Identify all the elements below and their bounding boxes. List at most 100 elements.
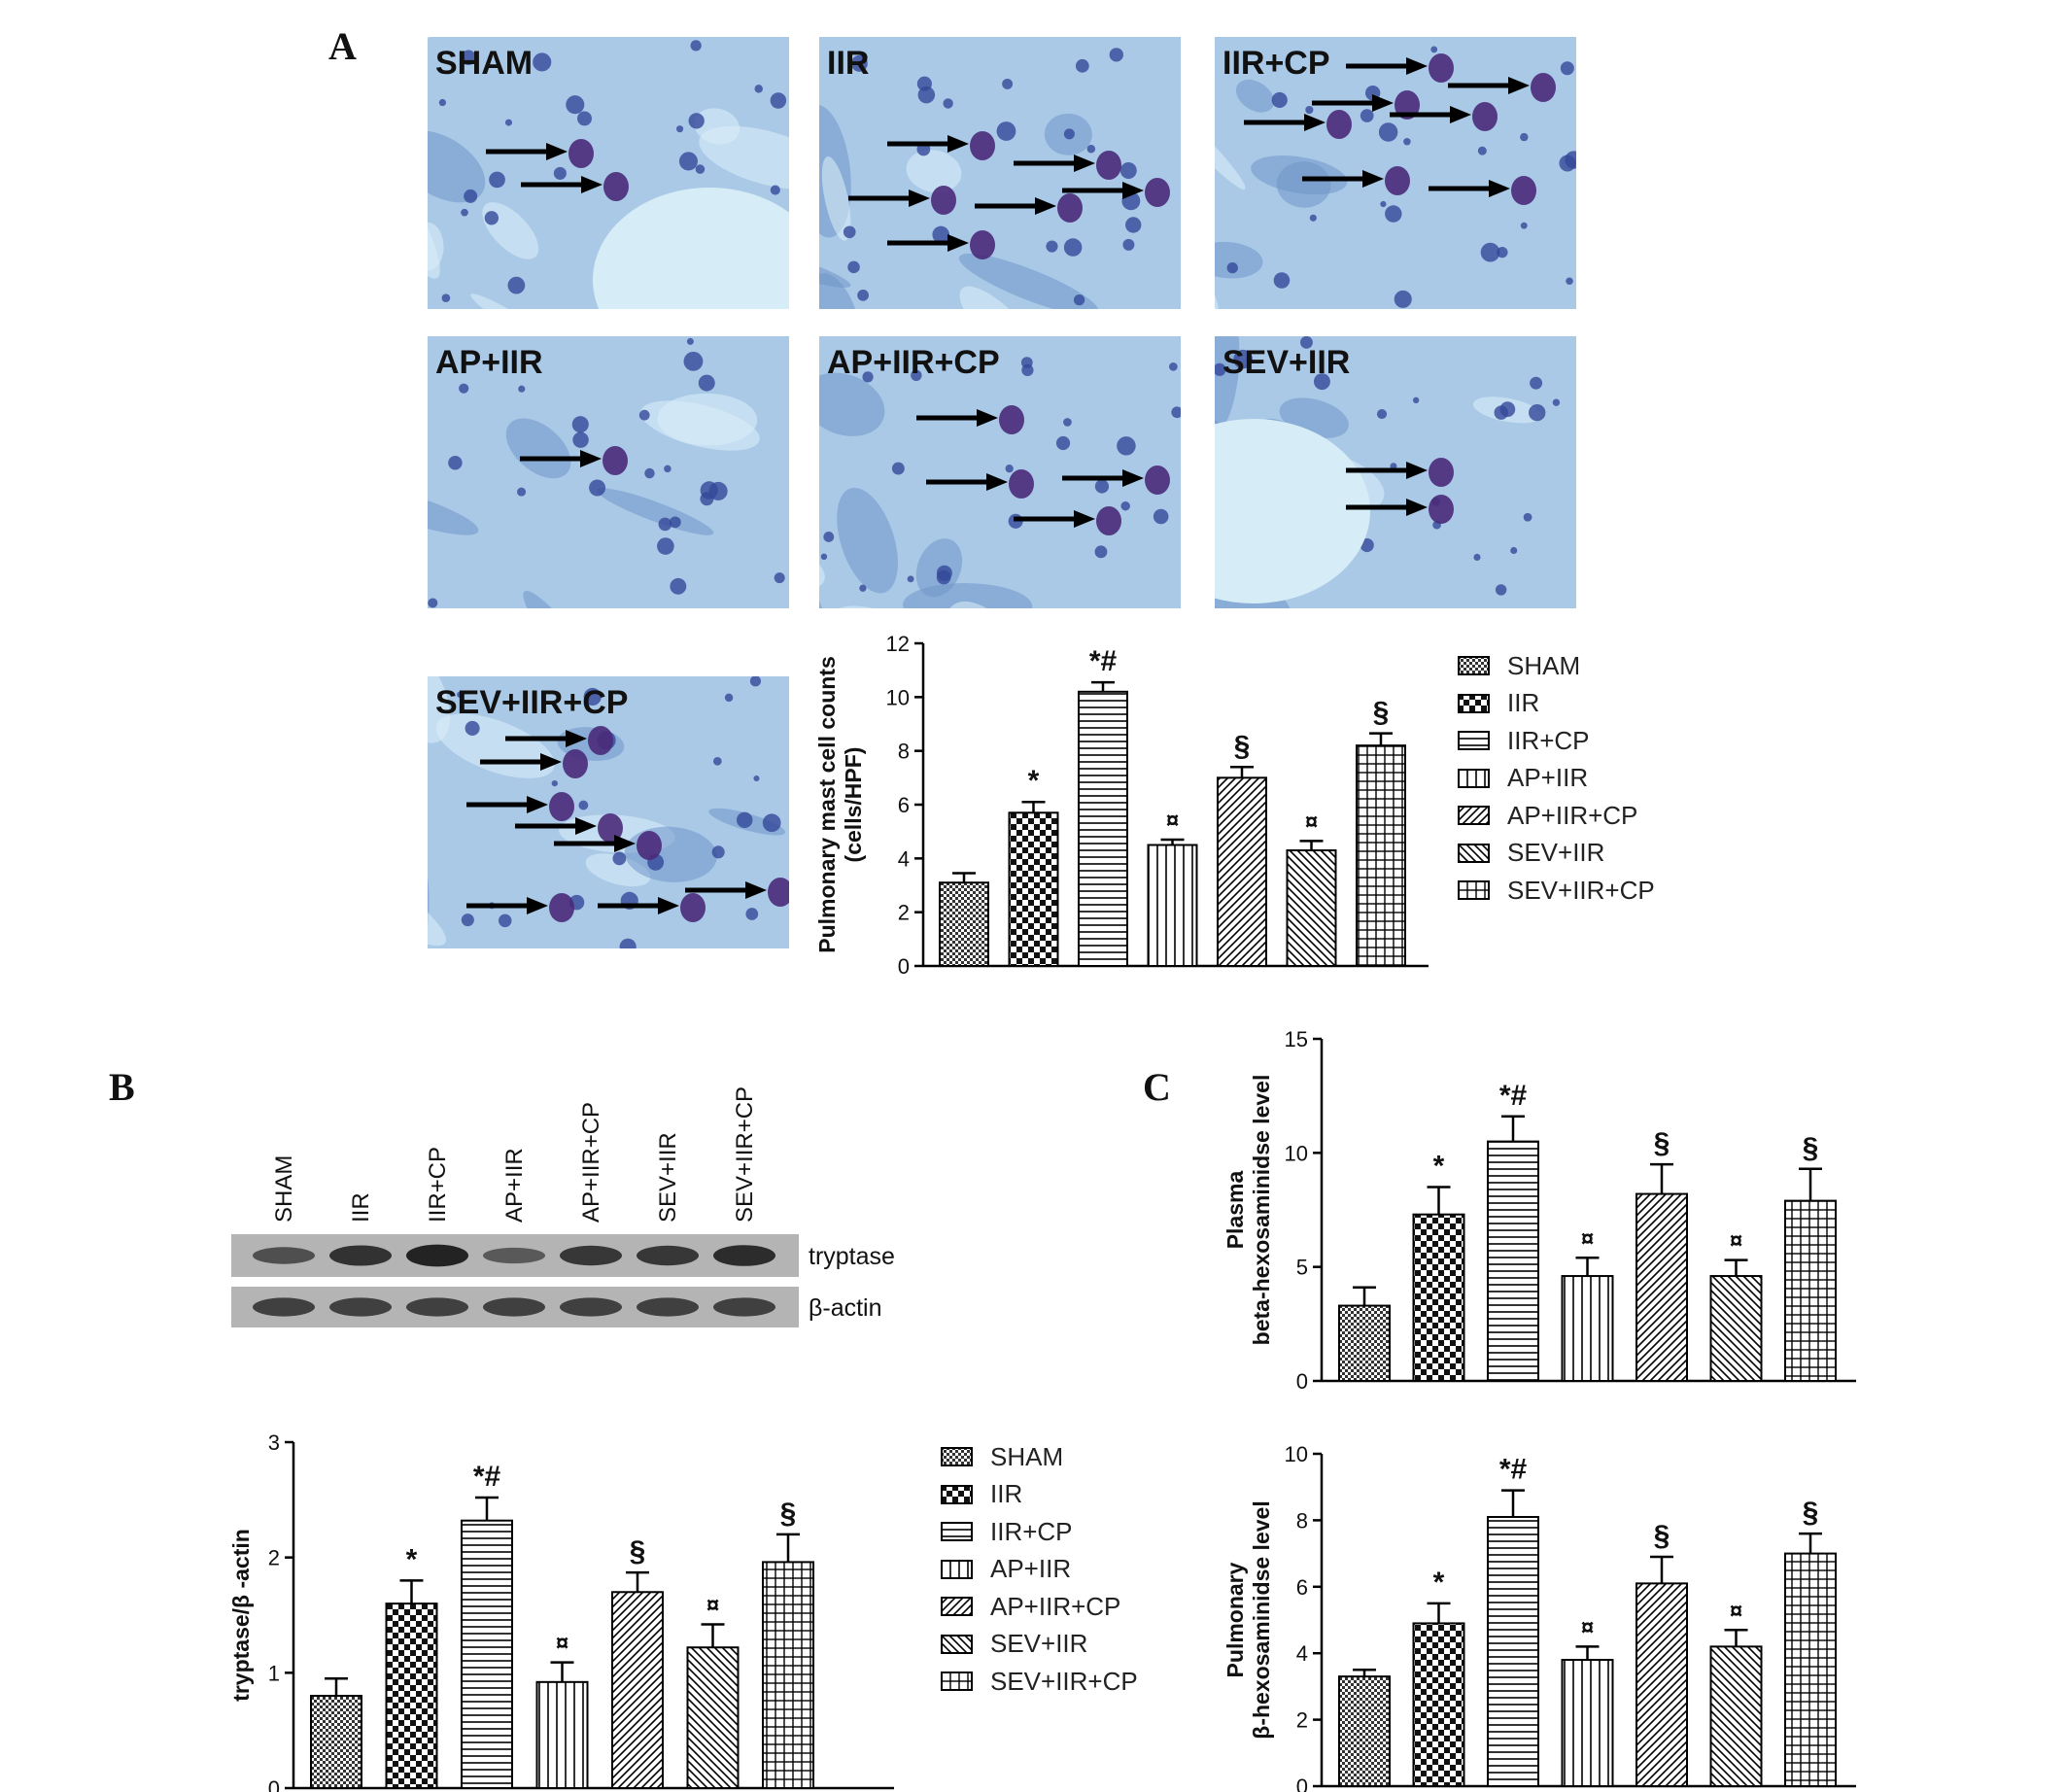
y-axis: 0 2 4 6 8 10 (1285, 1442, 1324, 1792)
significance-mark: ¤ (1581, 1225, 1594, 1252)
tryptase-ratio-chart: 0 1 2 3 tryptase/β -actin * *# ¤ § ¤ § (228, 1430, 894, 1792)
significance-mark: § (1654, 1127, 1670, 1159)
blot-row-label: β-actin (809, 1294, 882, 1322)
arrow-marker (1429, 180, 1510, 197)
bar-sev-iir-cp (1784, 1552, 1837, 1787)
blot-band (329, 1245, 392, 1266)
legend-item-sev-iir-cp: SEV+IIR+CP (941, 1663, 1138, 1701)
tissue-image (819, 37, 1181, 309)
significance-mark: *# (1499, 1080, 1528, 1112)
y-tick-label: 0 (1296, 1775, 1308, 1792)
bar-iir (1412, 1622, 1465, 1787)
y-axis-label: Pulmonary (1222, 1562, 1248, 1677)
significance-mark: ¤ (1730, 1228, 1742, 1255)
legend-swatch (1458, 656, 1490, 676)
legend-swatch (941, 1484, 973, 1504)
error-bar (1021, 800, 1046, 813)
y-tick-label: 0 (268, 1776, 280, 1792)
significance-mark: § (630, 1535, 646, 1568)
significance-mark: § (1234, 730, 1251, 762)
micrograph-sham: SHAM (428, 37, 789, 309)
micrograph-label: IIR+CP (1222, 45, 1330, 82)
bar-sham (939, 881, 989, 968)
bar-ap-iir-cp (611, 1591, 664, 1789)
arrow-marker (598, 897, 679, 914)
arrow-marker (520, 450, 602, 467)
bar-sev-iir-cp (1356, 744, 1406, 967)
bar-sham (1338, 1304, 1391, 1382)
tissue-image (428, 37, 789, 309)
bar-iir (1008, 811, 1059, 967)
significance-mark: § (1803, 1497, 1819, 1529)
significance-mark: ¤ (1166, 808, 1179, 834)
legend-item-sev-iir-cp: SEV+IIR+CP (1458, 872, 1655, 910)
arrow-marker (554, 835, 636, 852)
legend-swatch (1458, 768, 1490, 788)
legend-label: IIR (990, 1479, 1023, 1509)
legend-label: AP+IIR+CP (1507, 800, 1638, 830)
y-tick-label: 1 (268, 1661, 280, 1685)
significance-mark: § (1373, 697, 1390, 729)
bar-ap-iir (535, 1680, 589, 1789)
legend-swatch (941, 1671, 973, 1692)
y-axis: 0 2 4 6 8 10 12 (886, 632, 925, 979)
arrow-marker (486, 143, 568, 160)
error-bar (1427, 1186, 1451, 1215)
y-axis-label: Pulmonary mast cell counts (814, 656, 840, 952)
arrow-marker (1346, 499, 1428, 516)
legend-item-sev-iir: SEV+IIR (941, 1626, 1138, 1664)
significance-mark: ¤ (556, 1631, 568, 1657)
bar-iir-cp (1078, 690, 1128, 968)
error-bar (1724, 1629, 1748, 1647)
mast-cell-count-chart: 0 2 4 6 8 10 12 Pulmonary mast cell counts (cell… (814, 632, 1429, 979)
micrograph-label: AP+IIR (435, 344, 543, 381)
legend-label: IIR (1507, 688, 1540, 718)
error-bar (1799, 1532, 1822, 1554)
arrow-marker (685, 881, 767, 899)
blot-row-label: tryptase (809, 1243, 895, 1270)
error-bar (550, 1661, 574, 1682)
error-bar (475, 1496, 499, 1521)
blot-band (329, 1297, 392, 1317)
y-tick-label: 0 (898, 954, 910, 979)
error-bar (701, 1623, 725, 1648)
significance-mark: *# (1499, 1454, 1528, 1486)
bar-sev-iir-cp (762, 1561, 814, 1789)
y-tick-label: 5 (1296, 1256, 1308, 1280)
bar-ap-iir-cp (1636, 1582, 1688, 1787)
bar-sev-iir (686, 1646, 740, 1789)
arrow-marker (515, 817, 597, 835)
error-bar (1369, 732, 1393, 746)
y-tick-label: 15 (1285, 1027, 1308, 1051)
significance-mark: *# (1089, 645, 1118, 677)
bar-iir-cp (1487, 1515, 1539, 1787)
tissue-image (428, 676, 789, 948)
legend-swatch (1458, 693, 1490, 713)
y-tick-label: 3 (268, 1430, 280, 1455)
arrow-marker (1346, 462, 1428, 479)
arrow-marker (521, 176, 603, 193)
legend-item-iir-cp: IIR+CP (941, 1513, 1138, 1551)
blot-band (483, 1297, 545, 1317)
micrograph-ap-iir: AP+IIR (428, 336, 789, 608)
legend-panel-a: SHAM IIR IIR+CP AP+IIR AP+IIR+CP SEV+IIR SEV+I… (1458, 647, 1655, 910)
error-bar (325, 1677, 348, 1697)
legend-swatch (1458, 806, 1490, 826)
plasma-hexosaminidase-chart: 0 5 10 15 Plasma beta-hexosaminidse level * *# ¤… (1222, 1027, 1856, 1394)
arrow-marker (848, 190, 930, 207)
y-axis-label: beta-hexosaminidse level (1249, 1075, 1274, 1346)
legend-item-sev-iir: SEV+IIR (1458, 835, 1655, 873)
arrow-marker (1244, 114, 1326, 131)
error-bar (1650, 1555, 1673, 1584)
arrow-marker (1014, 510, 1095, 528)
micrograph-label: IIR (827, 45, 870, 82)
significance-mark: * (1433, 1567, 1445, 1599)
blot-band (560, 1297, 622, 1317)
blot-band (483, 1247, 545, 1264)
arrow-marker (466, 796, 548, 813)
bar-iir (1412, 1213, 1465, 1382)
error-bar (1724, 1258, 1748, 1277)
legend-label: SEV+IIR+CP (990, 1666, 1138, 1696)
error-bar (776, 1533, 800, 1563)
significance-mark: § (780, 1498, 797, 1530)
